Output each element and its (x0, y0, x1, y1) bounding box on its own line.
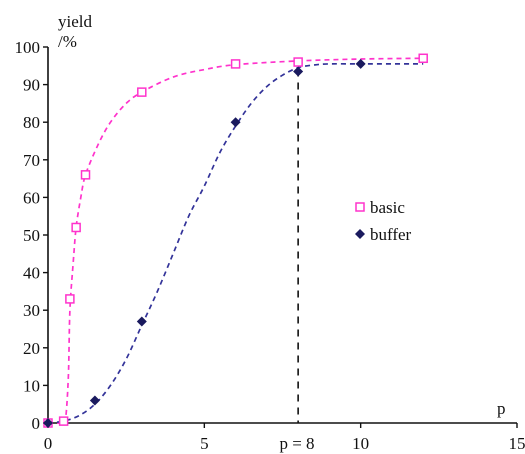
data-point-basic (418, 53, 428, 64)
x-tick-label: 10 (352, 434, 369, 453)
x-tick-label: 0 (44, 434, 53, 453)
y-axis-unit: /% (58, 32, 77, 51)
y-tick-label: 40 (23, 264, 40, 283)
series-line-buffer (47, 62, 424, 424)
y-tick-label: 90 (23, 76, 40, 95)
x-tick-label: 5 (200, 434, 209, 453)
data-point-basic (80, 170, 91, 180)
ticks-group: 0 10 20 30 40 50 60 70 80 90 100 0 5 10 15 (15, 38, 525, 453)
y-tick-label: 30 (23, 301, 40, 320)
data-point-buffer (293, 66, 304, 77)
x-tick-label: 15 (509, 434, 525, 453)
data-point-basic (230, 59, 241, 69)
x-axis-label: p (497, 399, 506, 418)
data-point-buffer (43, 418, 53, 428)
markers-group (43, 53, 428, 428)
y-tick-label: 80 (23, 113, 40, 132)
legend-label-buffer: buffer (370, 225, 412, 244)
y-tick-label: 60 (23, 188, 40, 207)
y-tick-label: 20 (23, 339, 40, 358)
curves-group (47, 57, 424, 426)
legend: basic buffer (355, 198, 412, 244)
data-point-basic (293, 57, 303, 67)
data-point-buffer (89, 395, 100, 406)
legend-label-basic: basic (370, 198, 405, 217)
data-point-buffer (355, 58, 366, 69)
series-line-basic (47, 57, 424, 426)
y-tick-label: 50 (23, 226, 40, 245)
legend-marker-basic (355, 202, 365, 212)
y-tick-label: 0 (32, 414, 41, 433)
y-tick-label: 100 (15, 38, 41, 57)
data-point-buffer (136, 316, 147, 327)
data-point-buffer (230, 117, 241, 128)
reference-line-label: p = 8 (279, 434, 314, 453)
data-point-basic (137, 87, 147, 97)
y-tick-label: 70 (23, 151, 40, 170)
y-axis-label: yield (58, 12, 92, 31)
data-point-basic (65, 294, 75, 304)
data-point-basic (58, 416, 69, 426)
y-tick-label: 10 (23, 376, 40, 395)
data-point-basic (71, 222, 81, 233)
legend-marker-buffer (355, 229, 365, 239)
